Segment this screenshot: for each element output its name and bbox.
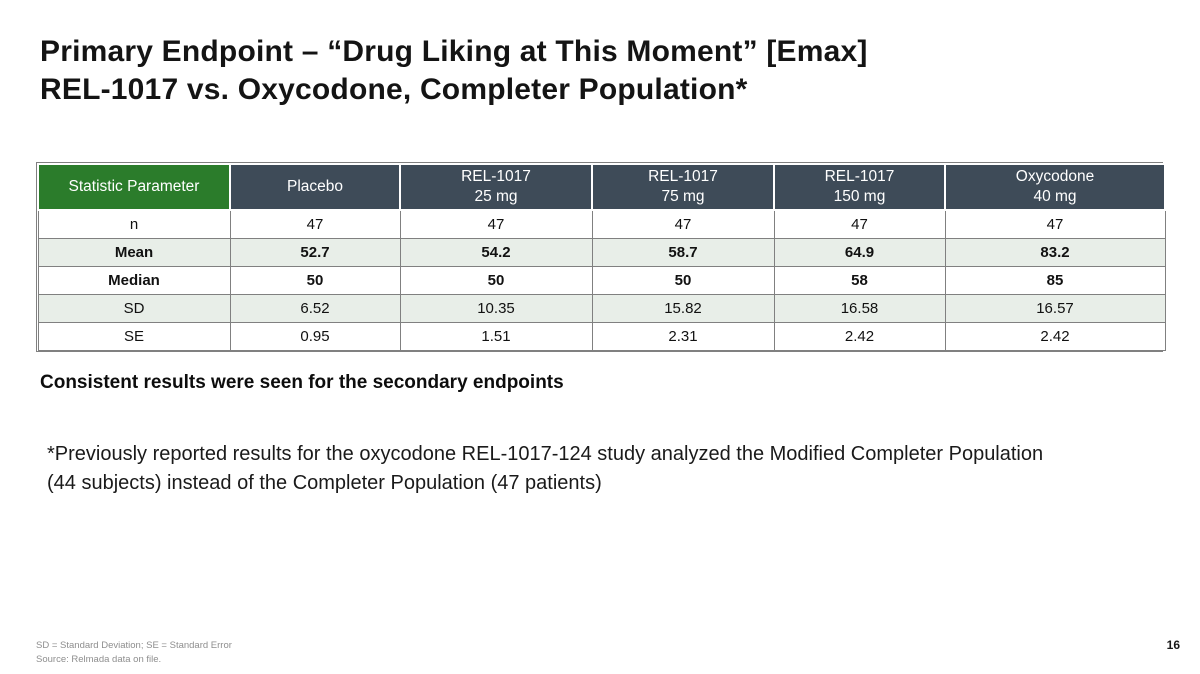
statistics-table: Statistic Parameter Placebo REL-1017 25 …	[36, 162, 1166, 352]
cell: 58.7	[591, 238, 775, 267]
cell: 15.82	[591, 294, 775, 323]
cell: 1.51	[399, 322, 593, 351]
footer-source: Source: Relmada data on file.	[36, 654, 162, 665]
slide-title: Primary Endpoint – “Drug Liking at This …	[40, 33, 1160, 109]
col-header-sub: 25 mg	[474, 188, 518, 205]
col-header-oxycodone-40mg: Oxycodone 40 mg	[944, 163, 1166, 211]
col-header-sub: 75 mg	[661, 188, 705, 205]
row-label: Median	[37, 266, 231, 295]
col-header-label: Oxycodone	[1015, 168, 1095, 185]
table-row-mean: Mean 52.7 54.2 58.7 64.9 83.2	[37, 238, 1166, 267]
cell: 47	[591, 209, 775, 239]
col-header-label: Statistic Parameter	[68, 178, 200, 195]
row-label: SD	[37, 294, 231, 323]
table-row-sd: SD 6.52 10.35 15.82 16.58 16.57	[37, 294, 1166, 323]
col-header-rel1017-150mg: REL-1017 150 mg	[773, 163, 946, 211]
page-number: 16	[1166, 638, 1180, 652]
col-header-rel1017-75mg: REL-1017 75 mg	[591, 163, 775, 211]
slide-title-line1: Primary Endpoint – “Drug Liking at This …	[40, 35, 868, 68]
col-header-sub: 150 mg	[833, 188, 886, 205]
table-row-se: SE 0.95 1.51 2.31 2.42 2.42	[37, 322, 1166, 351]
cell: 50	[399, 266, 593, 295]
col-header-label: REL-1017	[648, 168, 718, 185]
cell: 16.58	[773, 294, 946, 323]
cell: 2.42	[944, 322, 1166, 351]
cell: 47	[944, 209, 1166, 239]
row-label: n	[37, 209, 231, 239]
cell: 52.7	[229, 238, 401, 267]
footer-notes: SD = Standard Deviation; SE = Standard E…	[36, 639, 232, 667]
cell: 2.42	[773, 322, 946, 351]
table-header-row: Statistic Parameter Placebo REL-1017 25 …	[37, 163, 1166, 211]
col-header-rel1017-25mg: REL-1017 25 mg	[399, 163, 593, 211]
row-label: SE	[37, 322, 231, 351]
table-row-median: Median 50 50 50 58 85	[37, 266, 1166, 295]
cell: 83.2	[944, 238, 1166, 267]
cell: 16.57	[944, 294, 1166, 323]
col-header-label: Placebo	[286, 178, 343, 195]
table-row-n: n 47 47 47 47 47	[37, 209, 1166, 239]
cell: 50	[591, 266, 775, 295]
cell: 10.35	[399, 294, 593, 323]
cell: 64.9	[773, 238, 946, 267]
col-header-sub: 40 mg	[1033, 188, 1077, 205]
footer-abbreviations: SD = Standard Deviation; SE = Standard E…	[36, 640, 232, 651]
col-header-label: REL-1017	[461, 168, 531, 185]
cell: 54.2	[399, 238, 593, 267]
col-header-label: REL-1017	[824, 168, 895, 185]
cell: 47	[229, 209, 401, 239]
row-label: Mean	[37, 238, 231, 267]
cell: 2.31	[591, 322, 775, 351]
cell: 58	[773, 266, 946, 295]
col-header-statistic-parameter: Statistic Parameter	[37, 163, 231, 211]
cell: 85	[944, 266, 1166, 295]
cell: 50	[229, 266, 401, 295]
cell: 47	[399, 209, 593, 239]
slide-title-line2: REL-1017 vs. Oxycodone, Completer Popula…	[40, 73, 748, 106]
secondary-endpoints-note: Consistent results were seen for the sec…	[40, 372, 564, 393]
statistics-table-grid: Statistic Parameter Placebo REL-1017 25 …	[37, 163, 1166, 351]
footnote: *Previously reported results for the oxy…	[47, 443, 1044, 494]
col-header-placebo: Placebo	[229, 163, 401, 211]
cell: 0.95	[229, 322, 401, 351]
cell: 6.52	[229, 294, 401, 323]
cell: 47	[773, 209, 946, 239]
